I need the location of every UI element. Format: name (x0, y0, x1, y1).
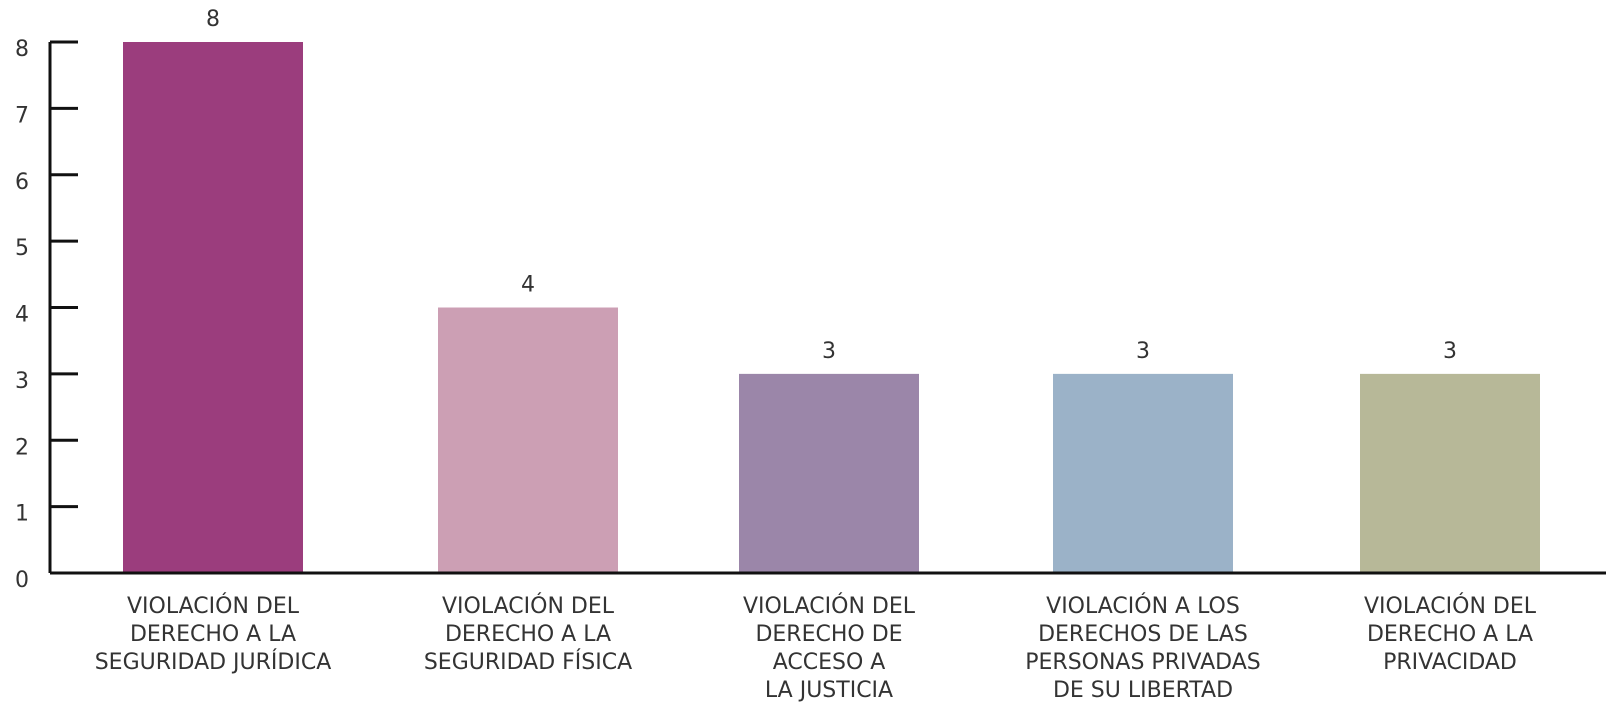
bar (438, 307, 618, 573)
value-label: 3 (1136, 339, 1150, 364)
y-tick-label: 0 (15, 568, 29, 593)
x-tick-label: DERECHO A LA (1367, 622, 1533, 647)
bar (123, 42, 303, 573)
bar (1053, 373, 1233, 573)
value-label: 4 (521, 273, 535, 298)
x-tick-label: DE SU LIBERTAD (1053, 678, 1233, 703)
y-tick-label: 3 (15, 369, 29, 394)
y-tick-label: 1 (15, 502, 29, 527)
y-tick-label: 5 (15, 236, 29, 261)
x-tick-label: PERSONAS PRIVADAS (1025, 650, 1261, 675)
x-tick-label: DERECHO A LA (445, 622, 611, 647)
y-tick-label: 7 (15, 103, 29, 128)
y-tick-label: 2 (15, 435, 29, 460)
y-tick-label: 4 (15, 303, 29, 328)
x-tick-label: VIOLACIÓN DEL (127, 593, 300, 619)
bar (739, 373, 919, 573)
x-tick-label: VIOLACIÓN DEL (442, 593, 615, 619)
x-tick-label: PRIVACIDAD (1383, 650, 1517, 675)
y-tick-label: 6 (15, 170, 29, 195)
x-tick-label: ACCESO A (773, 650, 886, 675)
x-tick-label: SEGURIDAD JURÍDICA (95, 649, 332, 675)
x-tick-label: VIOLACIÓN A LOS (1046, 593, 1240, 619)
x-tick-label: DERECHO DE (755, 622, 902, 647)
x-tick-label: DERECHOS DE LAS (1038, 622, 1248, 647)
value-label: 8 (206, 7, 220, 32)
value-label: 3 (822, 339, 836, 364)
x-tick-label: VIOLACIÓN DEL (743, 593, 916, 619)
x-tick-label: SEGURIDAD FÍSICA (424, 649, 632, 675)
value-label: 3 (1443, 339, 1457, 364)
x-tick-label: DERECHO A LA (130, 622, 296, 647)
bar (1360, 373, 1540, 573)
x-tick-label: LA JUSTICIA (765, 678, 893, 703)
x-tick-label: VIOLACIÓN DEL (1364, 593, 1537, 619)
y-tick-label: 8 (15, 37, 29, 62)
